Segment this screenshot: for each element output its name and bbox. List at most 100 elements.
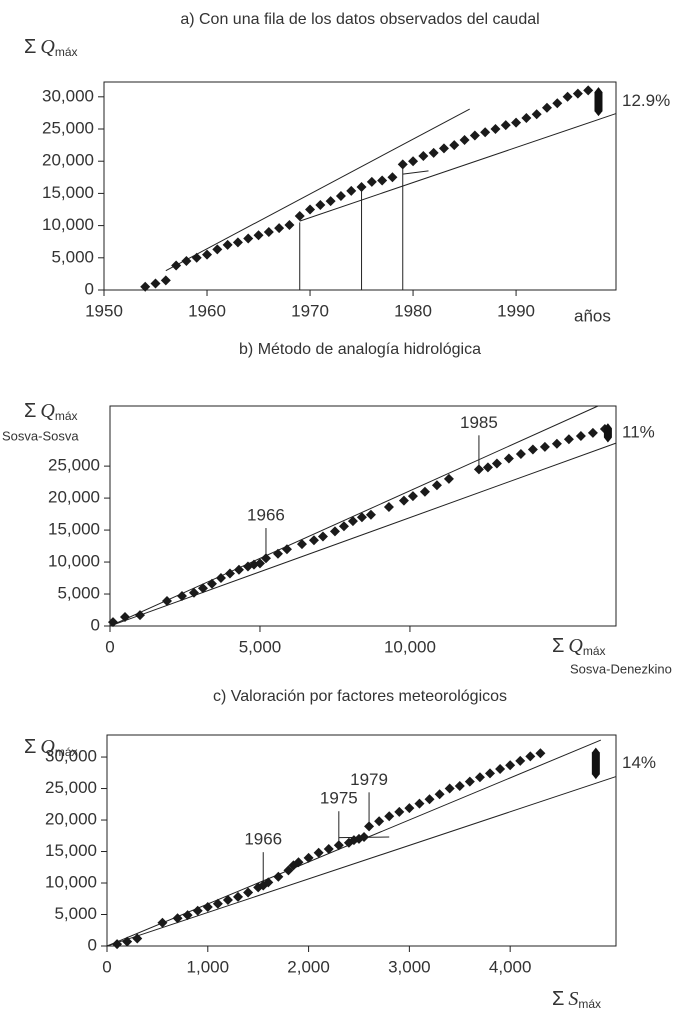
axis-label-var: S	[568, 988, 578, 1010]
data-point	[274, 223, 285, 234]
data-point	[474, 772, 485, 783]
data-point	[273, 871, 284, 882]
data-point	[515, 448, 526, 459]
axis-label-var: Q	[568, 635, 583, 657]
x-tick-label: 1950	[85, 301, 123, 320]
data-point	[176, 590, 187, 601]
x-tick-label: 5,000	[239, 637, 282, 656]
plot-frame	[106, 734, 617, 947]
data-point	[347, 516, 358, 527]
x-tick-label: 1960	[188, 301, 226, 320]
data-point	[283, 865, 294, 876]
data-point	[188, 587, 199, 598]
data-point	[418, 151, 429, 162]
data-point	[232, 237, 243, 248]
data-point	[263, 877, 274, 888]
data-point	[443, 473, 454, 484]
annotation-label: 1966	[247, 506, 285, 525]
range-marker	[603, 423, 612, 443]
axis-label: Sosva-Sosva	[2, 428, 79, 443]
data-point	[107, 617, 118, 628]
data-point	[338, 521, 349, 532]
data-point	[212, 898, 223, 909]
data-point	[434, 789, 445, 800]
data-point	[562, 91, 573, 102]
x-tick-label: 0	[105, 637, 114, 656]
y-tick-label: 10,000	[45, 872, 97, 891]
axis-label-sub: máx	[583, 644, 606, 658]
data-point	[365, 509, 376, 520]
x-tick-label: 1990	[497, 301, 535, 320]
data-point	[480, 127, 491, 138]
x-tick-label: 1970	[291, 301, 329, 320]
x-tick-label: 4,000	[489, 957, 532, 976]
data-point	[161, 596, 172, 607]
axis-label-sub: máx	[578, 997, 601, 1011]
data-point	[243, 887, 254, 898]
plot-frame	[103, 81, 617, 291]
axis-label-var: Q	[40, 400, 55, 422]
data-point	[419, 486, 430, 497]
data-point	[356, 512, 367, 523]
data-point	[404, 803, 415, 814]
axis-label: Σ Qmáx	[552, 635, 606, 659]
data-point	[587, 427, 598, 438]
data-point	[132, 933, 143, 944]
y-tick-label: 0	[85, 279, 94, 298]
y-tick-label: 0	[91, 615, 100, 634]
axis-label-symbol: Σ	[24, 736, 36, 758]
axis-label-symbol: Σ	[552, 988, 564, 1010]
data-point	[202, 901, 213, 912]
data-point	[511, 117, 522, 128]
data-point	[459, 134, 470, 145]
data-point	[303, 852, 314, 863]
data-point	[346, 185, 357, 196]
range-marker	[591, 747, 600, 780]
data-point	[260, 553, 271, 564]
axis-label: Σ Qmáx	[24, 736, 78, 760]
data-point	[485, 768, 496, 779]
data-point	[505, 760, 516, 771]
data-point	[206, 578, 217, 589]
y-tick-label: 30,000	[42, 86, 94, 105]
y-tick-label: 10,000	[48, 552, 100, 571]
data-point	[552, 98, 563, 109]
data-point	[224, 568, 235, 579]
data-point	[482, 462, 493, 473]
annotation-label: 1979	[350, 770, 388, 789]
data-point	[150, 278, 161, 289]
chart-title: c) Valoración por factores meteorológico…	[213, 688, 507, 705]
data-point	[469, 130, 480, 141]
data-point	[272, 548, 283, 559]
data-point	[192, 905, 203, 916]
data-point	[572, 88, 583, 99]
data-point	[575, 431, 586, 442]
axis-label-symbol: Σ	[24, 400, 36, 422]
axis-label-sub: máx	[55, 45, 78, 59]
data-point	[583, 85, 594, 96]
annotation-label: 1975	[320, 789, 358, 808]
data-point	[112, 939, 123, 950]
data-point	[325, 196, 336, 207]
data-point	[414, 798, 425, 809]
data-point	[323, 844, 334, 855]
data-point	[253, 230, 264, 241]
trend-line	[109, 405, 599, 627]
data-point	[383, 502, 394, 513]
y-tick-label: 20,000	[45, 810, 97, 829]
data-point	[500, 120, 511, 131]
data-point	[394, 806, 405, 817]
range-label: 11%	[622, 422, 655, 441]
data-point	[197, 583, 208, 594]
trend-line	[402, 170, 429, 175]
y-tick-label: 15,000	[42, 183, 94, 202]
axis-label: Σ Smáx	[552, 988, 601, 1012]
data-point	[495, 764, 506, 775]
data-point	[525, 751, 536, 762]
axis-label-symbol: Σ	[24, 36, 36, 58]
range-label: 12.9%	[622, 91, 670, 110]
data-point	[296, 539, 307, 550]
data-point	[140, 281, 151, 292]
y-tick-label: 25,000	[42, 118, 94, 137]
